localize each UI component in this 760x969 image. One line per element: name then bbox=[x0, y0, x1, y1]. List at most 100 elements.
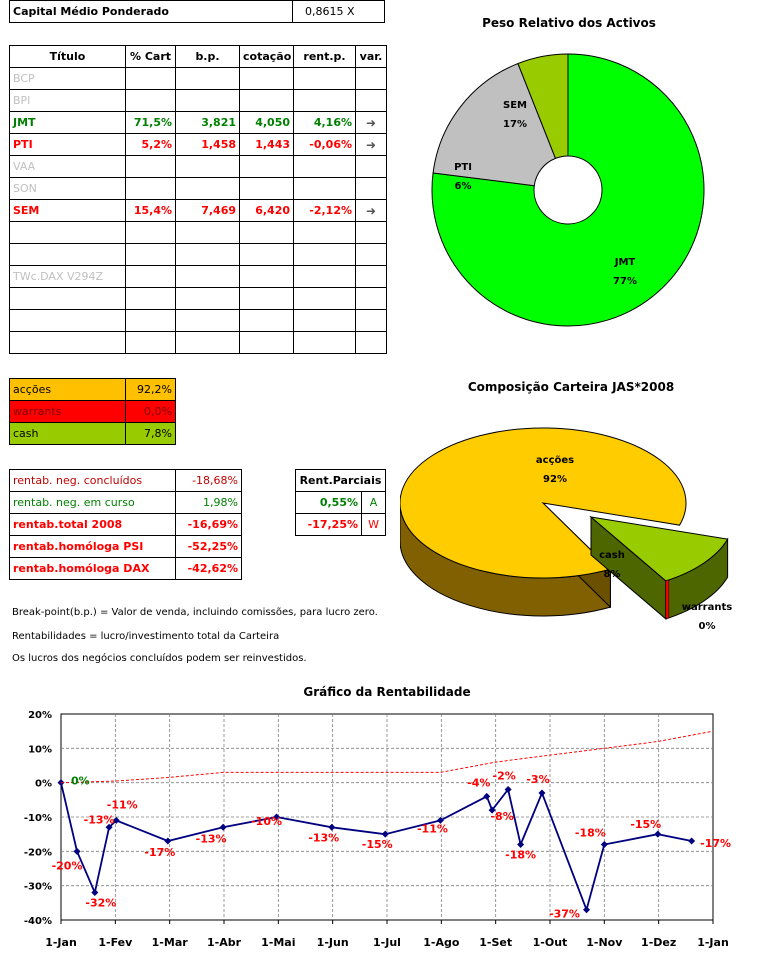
holdings-value-cell bbox=[175, 89, 240, 112]
holdings-var-cell bbox=[355, 331, 387, 354]
holdings-ticker-cell bbox=[9, 287, 126, 310]
holdings-row: SEM 15,4% 7,469 6,420 -2,12% ➜ bbox=[9, 199, 387, 222]
pie3d-value: 0% bbox=[699, 621, 716, 632]
holdings-var-cell bbox=[355, 265, 387, 288]
holdings-value-cell: 71,5% bbox=[125, 111, 176, 134]
holdings-ticker-cell bbox=[9, 221, 126, 244]
returns-point-marker bbox=[91, 889, 99, 897]
returns-point-marker bbox=[105, 823, 113, 831]
composition-table: acções 92,2% warrants 0,0% cash 7,8% bbox=[9, 378, 176, 445]
returns-row: rentab. neg. em curso 1,98% bbox=[9, 491, 242, 514]
holdings-value-cell bbox=[125, 221, 176, 244]
weights-donut-chart: Peso Relativo dos Activos JMT 77% SEM 17% PT… bbox=[431, 16, 705, 327]
holdings-value-cell bbox=[239, 67, 294, 90]
holdings-value-cell bbox=[293, 265, 356, 288]
holdings-value-cell bbox=[293, 67, 356, 90]
holdings-value-cell bbox=[125, 67, 176, 90]
holdings-value-cell bbox=[239, 177, 294, 200]
returns-point-label: -11% bbox=[417, 822, 448, 835]
holdings-value-cell bbox=[239, 265, 294, 288]
holdings-value-cell bbox=[125, 89, 176, 112]
x-tick-label: 1-Jun bbox=[317, 936, 349, 949]
returns-point-label: -37% bbox=[549, 908, 580, 921]
holdings-value-cell bbox=[175, 265, 240, 288]
returns-point-label: -13% bbox=[196, 832, 227, 845]
x-tick-label: 1-Abr bbox=[207, 936, 242, 949]
returns-label: rentab. neg. concluídos bbox=[9, 469, 176, 492]
returns-point-label: -2% bbox=[493, 770, 516, 783]
x-tick-label: 1-Mar bbox=[152, 936, 189, 949]
pie3d-label: acções bbox=[536, 455, 574, 466]
holdings-header-cell: rent.p. bbox=[293, 45, 356, 68]
holdings-ticker-cell bbox=[9, 243, 126, 266]
pie3d-value: 92% bbox=[543, 474, 567, 485]
y-tick-label: -30% bbox=[24, 882, 52, 893]
holdings-row bbox=[9, 309, 387, 332]
holdings-row bbox=[9, 243, 387, 266]
holdings-var-cell bbox=[355, 67, 387, 90]
composition-3d-pie-chart: Composição Carteira JAS*2008 acções 92% ca… bbox=[400, 380, 732, 632]
holdings-value-cell bbox=[125, 243, 176, 266]
weights-chart-title: Peso Relativo dos Activos bbox=[482, 16, 656, 30]
returns-row: rentab.homóloga DAX -42,62% bbox=[9, 557, 242, 580]
composition-value: 7,8% bbox=[125, 422, 176, 445]
returns-point-marker bbox=[436, 816, 444, 824]
holdings-var-cell bbox=[355, 221, 387, 244]
returns-point-label: -32% bbox=[85, 897, 116, 910]
donut-slice-value: 77% bbox=[613, 276, 637, 287]
returns-value: -52,25% bbox=[175, 535, 242, 558]
returns-point-label: -4% bbox=[467, 776, 490, 789]
holdings-ticker-cell: VAA bbox=[9, 155, 126, 178]
returns-point-label: -11% bbox=[107, 798, 138, 811]
holdings-ticker-cell: BPI bbox=[9, 89, 126, 112]
holdings-value-cell bbox=[175, 243, 240, 266]
holdings-header-cell: cotação bbox=[239, 45, 294, 68]
donut-slice-label: SEM bbox=[503, 100, 527, 111]
holdings-header-row: Título% Cart b.p. cotação rent.p. var. bbox=[9, 45, 387, 68]
returns-point-label: 0% bbox=[71, 775, 90, 788]
holdings-value-cell bbox=[125, 331, 176, 354]
holdings-row: BCP bbox=[9, 67, 387, 90]
holdings-row: JMT 71,5% 3,821 4,050 4,16% ➜ bbox=[9, 111, 387, 134]
note-reinvest: Os lucros dos negócios concluídos podem … bbox=[12, 653, 307, 664]
composition-chart-title: Composição Carteira JAS*2008 bbox=[468, 380, 674, 394]
returns-point-label: -18% bbox=[575, 826, 606, 839]
holdings-value-cell bbox=[175, 155, 240, 178]
holdings-value-cell bbox=[239, 89, 294, 112]
returns-point-label: -15% bbox=[630, 818, 661, 831]
composition-label: acções bbox=[9, 378, 126, 401]
returns-point-marker bbox=[654, 830, 662, 838]
holdings-value-cell bbox=[175, 221, 240, 244]
holdings-ticker-cell: BCP bbox=[9, 67, 126, 90]
holdings-value-cell bbox=[293, 309, 356, 332]
donut-slice-label: PTI bbox=[454, 162, 472, 173]
returns-point-marker bbox=[219, 823, 227, 831]
returns-label: rentab.homóloga DAX bbox=[9, 557, 176, 580]
returns-point-label: -15% bbox=[362, 838, 393, 851]
returns-point-marker bbox=[583, 906, 591, 914]
holdings-row: BPI bbox=[9, 89, 387, 112]
holdings-value-cell bbox=[293, 287, 356, 310]
returns-row: rentab.total 2008 -16,69% bbox=[9, 513, 242, 536]
returns-point-label: -13% bbox=[84, 813, 115, 826]
returns-point-label: -3% bbox=[526, 773, 549, 786]
holdings-value-cell: 1,458 bbox=[175, 133, 240, 156]
holdings-value-cell: -0,06% bbox=[293, 133, 356, 156]
holdings-value-cell bbox=[293, 177, 356, 200]
returns-point-marker bbox=[164, 837, 172, 845]
returns-row: rentab. neg. concluídos -18,68% bbox=[9, 469, 242, 492]
returns-point-label: -17% bbox=[144, 846, 175, 859]
y-tick-label: 0% bbox=[35, 779, 52, 790]
returns-point-marker bbox=[688, 837, 696, 845]
holdings-value-cell bbox=[175, 331, 240, 354]
holdings-value-cell bbox=[175, 287, 240, 310]
returns-row: rentab.homóloga PSI -52,25% bbox=[9, 535, 242, 558]
pie3d-value: 8% bbox=[604, 569, 621, 580]
holdings-var-cell: ➜ bbox=[355, 111, 387, 134]
x-tick-label: 1-Out bbox=[533, 936, 568, 949]
donut-slice-value: 17% bbox=[503, 119, 527, 130]
holdings-var-cell: ➜ bbox=[355, 199, 387, 222]
holdings-value-cell: 6,420 bbox=[239, 199, 294, 222]
y-tick-label: 20% bbox=[28, 710, 52, 721]
partial-returns-table: Rent.Parciais 0,55% A -17,25% W bbox=[294, 469, 387, 536]
